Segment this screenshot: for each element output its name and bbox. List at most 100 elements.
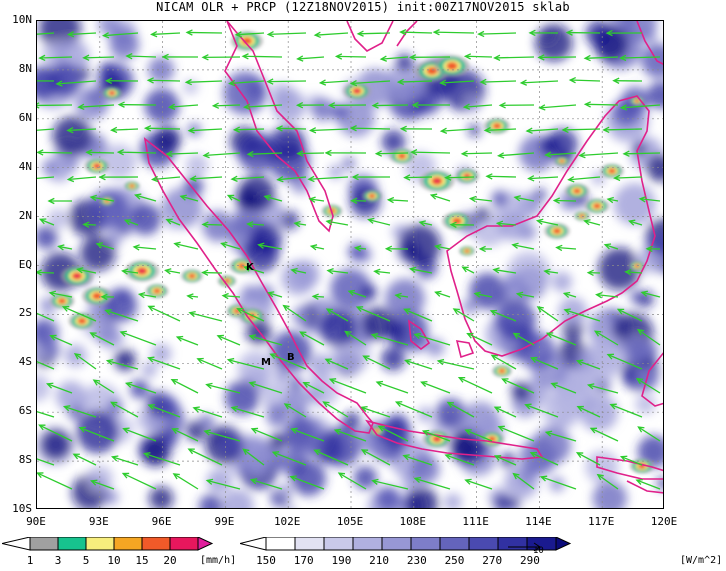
wind-arrow — [125, 53, 157, 60]
wind-arrow — [311, 293, 325, 300]
wind-arrow — [211, 102, 241, 109]
olr-swatch — [294, 537, 325, 551]
precip-swatch — [85, 537, 115, 551]
wind-arrow — [61, 305, 97, 322]
wind-arrow — [519, 79, 559, 86]
wind-arrow — [164, 268, 181, 275]
wind-arrow — [552, 197, 577, 204]
wind-arrow — [410, 149, 451, 156]
olr-swatch — [265, 537, 296, 551]
wind-arrow — [100, 293, 115, 301]
wind-arrow — [619, 54, 661, 62]
wind-arrow — [184, 78, 223, 86]
wind-arrow — [375, 380, 409, 394]
wind-arrow — [538, 104, 577, 111]
wind-arrow — [394, 401, 433, 418]
wind-arrow — [266, 78, 307, 85]
wind-arrow — [550, 382, 577, 394]
wind-arrow — [92, 379, 115, 394]
precip-swatch — [113, 537, 143, 551]
vector-reference-arrow — [508, 542, 541, 552]
wind-arrow — [202, 151, 241, 159]
precip-colorbar-swatches — [2, 537, 214, 551]
wind-arrow — [146, 77, 181, 84]
wind-arrow — [420, 380, 451, 394]
wind-arrow — [545, 332, 577, 346]
wind-arrow — [123, 219, 139, 226]
wind-arrow — [122, 427, 157, 442]
wind-arrow — [568, 76, 601, 84]
wind-arrow — [143, 125, 181, 132]
wind-arrow — [473, 291, 493, 298]
wind-arrow — [322, 401, 349, 418]
wind-arrow — [147, 305, 181, 322]
wind-arrow — [493, 406, 517, 418]
wind-arrow — [562, 291, 577, 298]
wind-arrow — [37, 269, 55, 276]
wind-arrow — [85, 149, 115, 156]
wind-arrow — [535, 218, 559, 226]
wind-arrow — [596, 473, 619, 490]
precip-shading — [49, 30, 655, 474]
wind-arrow — [386, 196, 409, 204]
precip-tick: 20 — [163, 554, 177, 567]
wind-arrow — [151, 175, 181, 183]
wind-arrow — [351, 173, 391, 181]
vector-ref-label: 10 — [533, 546, 544, 556]
lat-label: 4S — [18, 355, 32, 369]
wind-arrow — [575, 452, 601, 466]
wind-arrow — [563, 308, 601, 322]
wind-arrow — [290, 427, 325, 442]
wind-arrow — [413, 332, 451, 346]
wind-arrow — [477, 30, 517, 38]
wind-arrow — [555, 244, 577, 252]
wind-arrow — [132, 244, 157, 251]
lon-label: 93E — [88, 515, 109, 528]
wind-arrow — [307, 175, 349, 183]
wind-arrow — [187, 448, 223, 466]
wind-arrow — [37, 149, 73, 156]
wind-arrow — [624, 269, 643, 276]
wind-arrow — [429, 193, 451, 202]
wind-arrow — [121, 472, 157, 490]
wind-arrow — [402, 454, 433, 466]
lat-lon-grid — [37, 21, 663, 508]
wind-arrow — [334, 53, 367, 60]
wind-arrow — [490, 354, 517, 370]
lon-label: 120E — [650, 515, 678, 528]
wind-arrow — [117, 101, 157, 108]
wind-arrow — [57, 244, 73, 251]
wind-arrow — [616, 308, 643, 322]
lat-label: 8S — [18, 453, 32, 467]
wind-arrow — [37, 312, 55, 322]
wind-arrow — [147, 403, 181, 418]
wind-arrow — [371, 478, 409, 490]
wind-arrow — [137, 291, 157, 299]
wind-arrow — [529, 451, 559, 466]
wind-arrow — [501, 378, 535, 394]
wind-arrow — [446, 401, 475, 418]
wind-arrow — [249, 478, 283, 490]
wind-arrow — [201, 269, 223, 276]
wind-arrow — [565, 29, 601, 36]
wind-arrow — [479, 78, 517, 86]
wind-arrow — [530, 356, 559, 370]
wind-arrow — [586, 383, 619, 394]
wind-arrow — [413, 476, 451, 490]
wind-arrow — [636, 328, 661, 346]
wind-arrow — [171, 428, 199, 442]
wind-arrow — [308, 196, 325, 203]
wind-arrow — [73, 353, 97, 370]
wind-arrow — [263, 194, 283, 202]
wind-arrow — [309, 244, 325, 251]
wind-arrow — [619, 104, 661, 111]
wind-arrow — [355, 306, 391, 322]
wind-arrow — [38, 54, 73, 62]
precip-tick: 15 — [135, 554, 149, 567]
marker-m: M — [261, 357, 271, 368]
precip-tick: 5 — [82, 554, 90, 567]
wind-arrow — [399, 29, 433, 36]
wind-arrow — [635, 377, 661, 394]
wind-arrow — [495, 220, 517, 227]
wind-arrow — [457, 376, 493, 394]
